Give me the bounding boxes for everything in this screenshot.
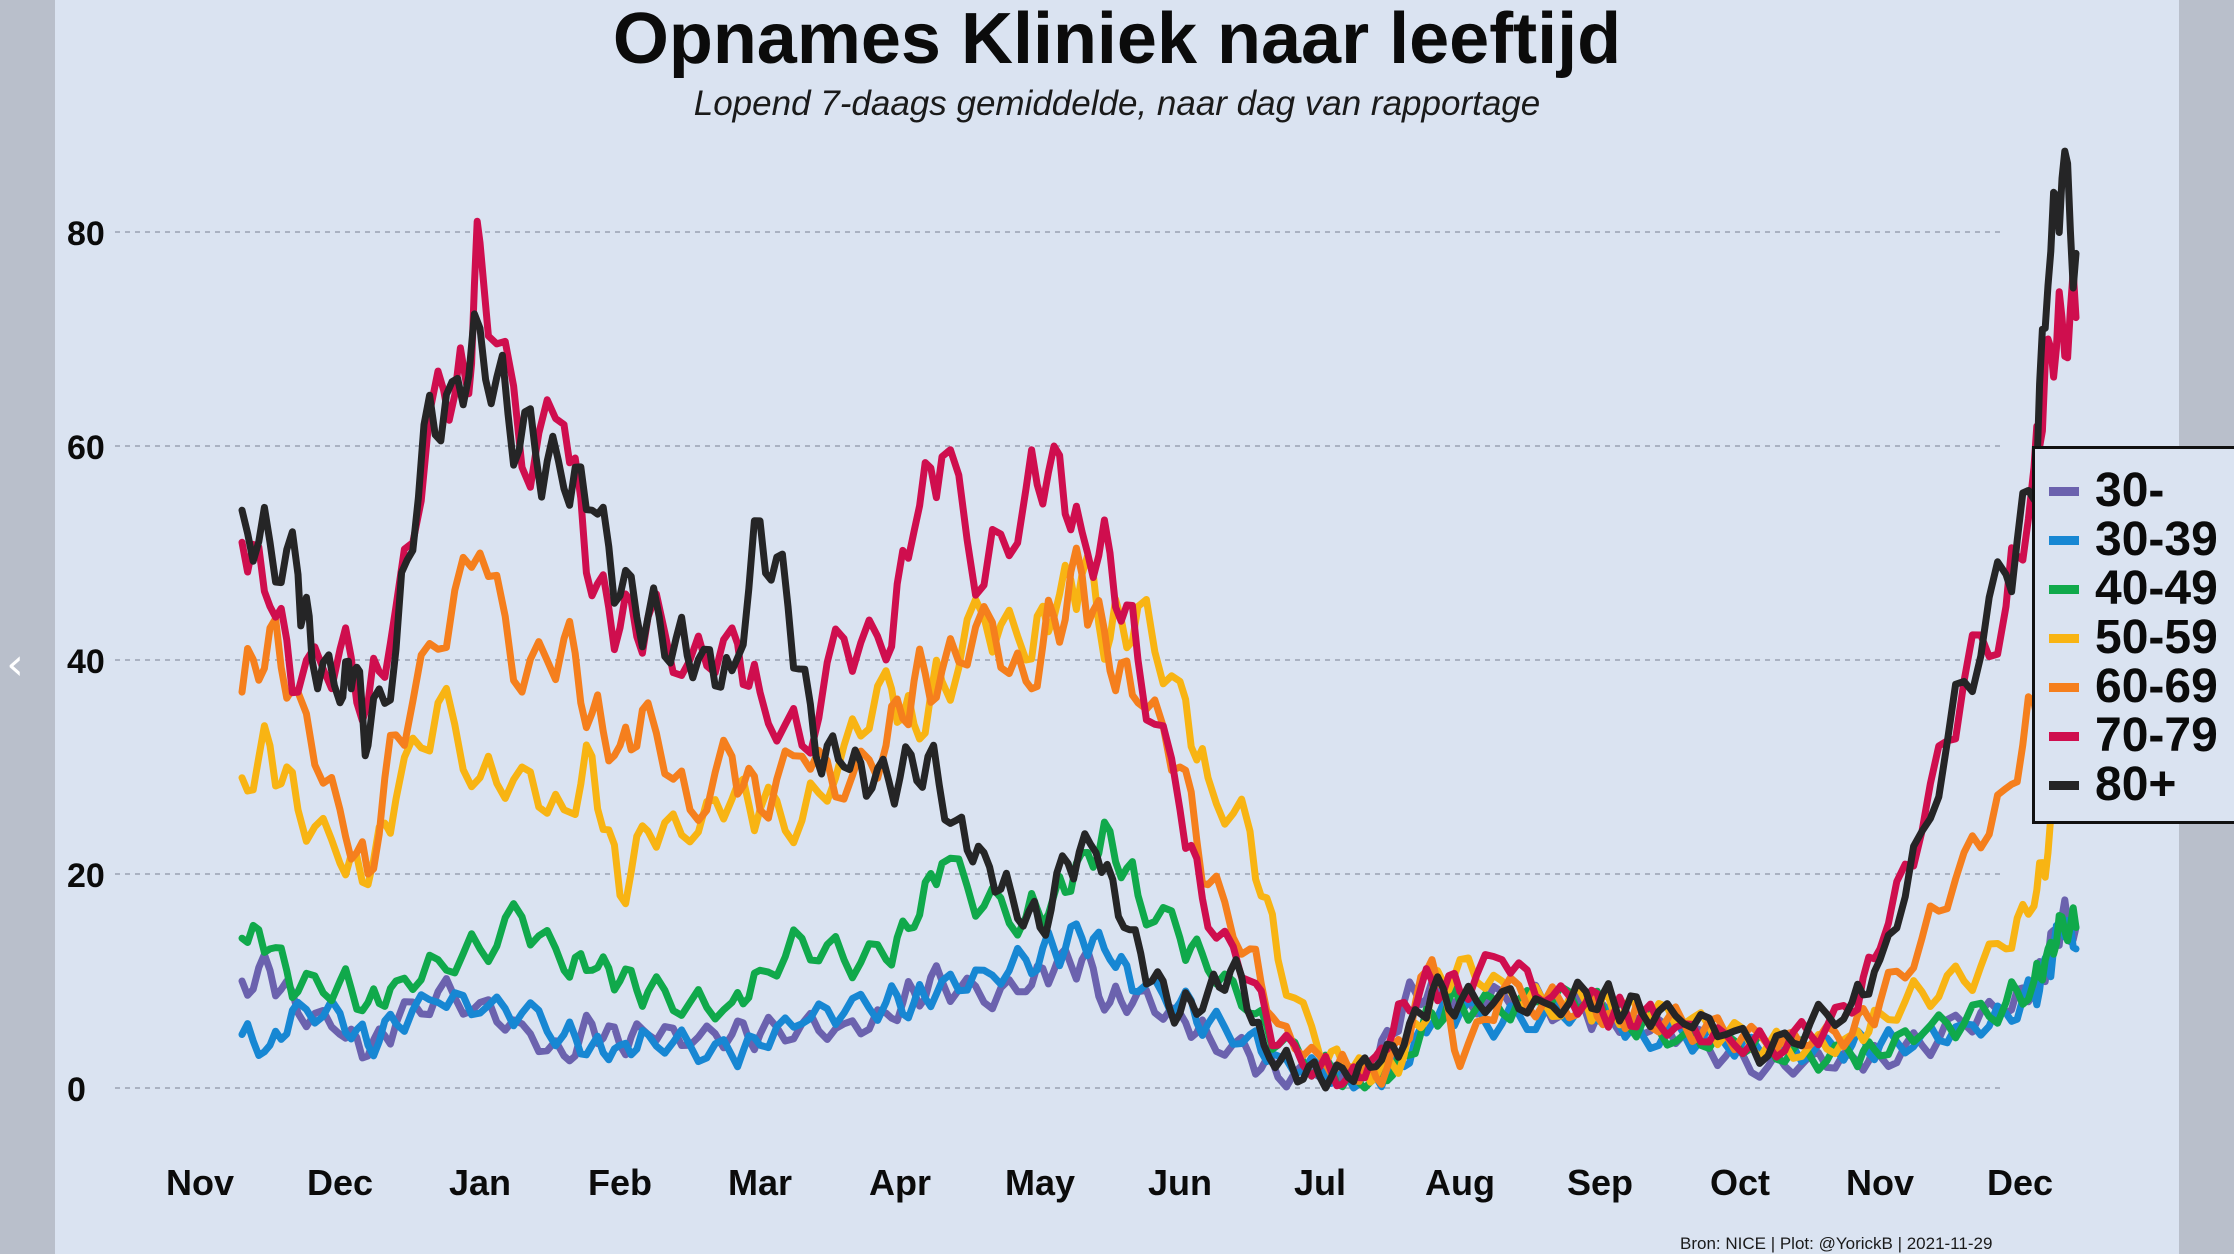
legend-item: 30-39	[2035, 516, 2218, 564]
legend-item: 70-79	[2035, 712, 2218, 760]
legend-label: 40-49	[2095, 562, 2218, 615]
chart-legend: 30- 30-39 40-49 50-59 60-69 70-79 80+	[2032, 446, 2234, 824]
legend-swatch	[2049, 535, 2079, 545]
legend-item: 40-49	[2035, 565, 2218, 613]
series-line-40-49	[238, 818, 2080, 1092]
x-tick-label: Nov	[1846, 1162, 1914, 1203]
legend-label: 60-69	[2095, 660, 2218, 713]
y-tick-label: 40	[67, 643, 105, 681]
legend-swatch	[2049, 682, 2079, 692]
x-tick-label: Dec	[307, 1162, 373, 1203]
series-line-80+	[238, 147, 2080, 1092]
y-tick-label: 80	[67, 215, 105, 253]
chart-subtitle: Lopend 7-daags gemiddelde, naar dag van …	[693, 84, 1541, 123]
x-tick-label: Mar	[728, 1162, 792, 1203]
chart-panel: Opnames Kliniek naar leeftijd Lopend 7-d…	[55, 0, 2179, 1254]
series-line-50-59	[238, 552, 2080, 1086]
legend-label: 50-59	[2095, 611, 2218, 664]
legend-swatch	[2049, 731, 2079, 741]
x-tick-label: Feb	[588, 1162, 652, 1203]
carousel-edge-left: ‹	[0, 0, 55, 1254]
legend-item: 80+	[2035, 761, 2176, 809]
legend-label: 80+	[2095, 758, 2177, 811]
source-caption: Bron: NICE | Plot: @YorickB | 2021-11-29	[1680, 1234, 1993, 1253]
legend-label: 30-	[2095, 464, 2165, 517]
series-line-30-39	[238, 917, 2080, 1092]
y-tick-label: 20	[67, 857, 105, 895]
y-tick-label: 0	[67, 1071, 86, 1109]
legend-label: 30-39	[2095, 513, 2218, 566]
legend-swatch	[2049, 584, 2079, 594]
series-line-70-79	[238, 217, 2080, 1090]
x-tick-label: Oct	[1710, 1162, 1770, 1203]
x-tick-label: Jan	[449, 1162, 511, 1203]
legend-item: 60-69	[2035, 663, 2218, 711]
chart-title: Opnames Kliniek naar leeftijd	[612, 0, 1622, 79]
x-tick-label: Nov	[166, 1162, 234, 1203]
legend-swatch	[2049, 633, 2079, 643]
y-tick-label: 60	[67, 429, 105, 467]
legend-label: 70-79	[2095, 709, 2218, 762]
x-tick-label: Jul	[1294, 1162, 1346, 1203]
x-tick-label: May	[1005, 1162, 1075, 1203]
legend-swatch	[2049, 780, 2079, 790]
x-tick-label: Jun	[1148, 1162, 1212, 1203]
x-tick-label: Aug	[1425, 1162, 1495, 1203]
x-tick-label: Apr	[869, 1162, 931, 1203]
line-chart: 0 20 40 60 80 Nov Dec Jan Feb Mar Apr May Jun Jul Aug S…	[67, 147, 2080, 1203]
chevron-left-icon[interactable]: ‹	[6, 639, 24, 690]
legend-swatch	[2049, 486, 2079, 496]
x-tick-label: Dec	[1987, 1162, 2053, 1203]
legend-item: 30-	[2035, 467, 2164, 515]
series-line-60-69	[238, 544, 2080, 1088]
legend-item: 50-59	[2035, 614, 2218, 662]
x-tick-label: Sep	[1567, 1162, 1633, 1203]
